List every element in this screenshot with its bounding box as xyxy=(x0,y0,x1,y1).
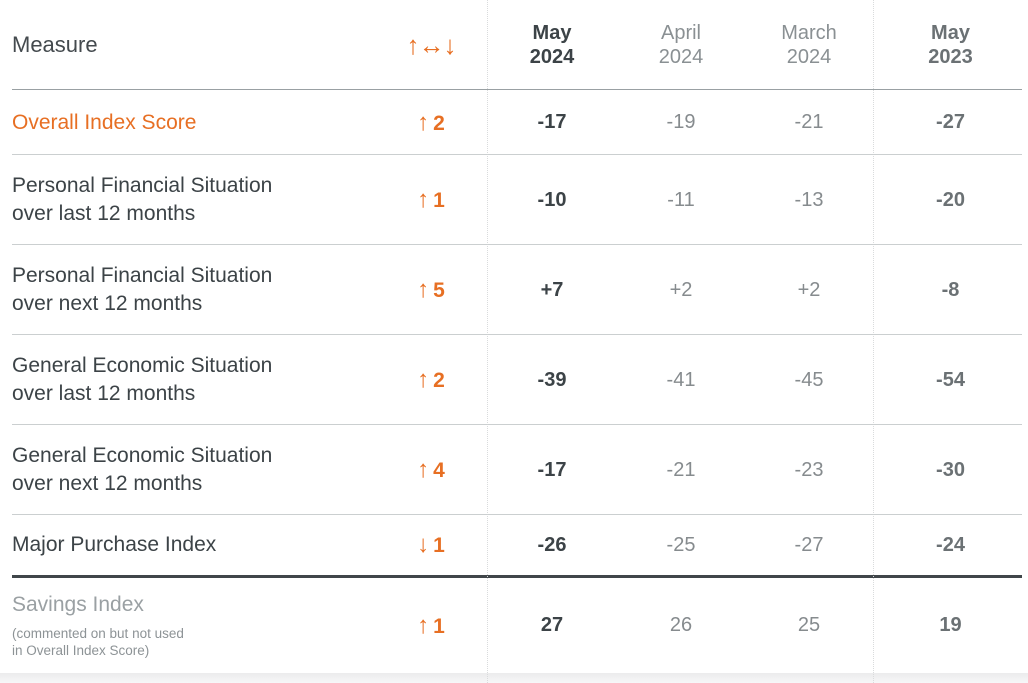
up-arrow-icon: ↑ xyxy=(417,276,430,303)
value-may-2023: -30 xyxy=(936,458,965,481)
value-march-2024: -21 xyxy=(794,111,824,133)
value-march-2024: -27 xyxy=(794,533,824,556)
column-header-may-2023: May 2023 xyxy=(928,21,973,68)
measure-note: (commented on but not used in Overall In… xyxy=(12,625,184,659)
bottom-strip xyxy=(0,673,1028,683)
measure-label: Personal Financial Situation over next 1… xyxy=(12,264,273,315)
measure-label: General Economic Situation over last 12 … xyxy=(12,354,273,405)
value-april-2024: -21 xyxy=(666,458,696,481)
change-indicator: ↑ 1 xyxy=(375,612,487,640)
change-indicator: ↑ 4 xyxy=(375,456,487,484)
value-april-2024: +2 xyxy=(669,278,693,301)
value-march-2024: -23 xyxy=(794,458,824,481)
change-indicator: ↓ 1 xyxy=(375,531,487,559)
change-value: 1 xyxy=(433,534,445,557)
down-arrow-icon: ↓ xyxy=(443,29,457,60)
value-may-2024: +7 xyxy=(540,278,564,301)
column-header-may-2024: May 2024 xyxy=(529,21,575,68)
value-march-2024: -13 xyxy=(794,188,824,211)
value-may-2024: -10 xyxy=(537,188,567,211)
column-header-april-2024: April 2024 xyxy=(658,21,704,68)
measure-label: General Economic Situation over next 12 … xyxy=(12,444,273,495)
column-divider xyxy=(873,0,874,683)
change-value: 4 xyxy=(433,459,445,482)
column-divider xyxy=(487,0,488,683)
value-april-2024: -25 xyxy=(666,533,696,556)
section-divider xyxy=(12,575,1022,578)
value-may-2023: -8 xyxy=(941,278,960,301)
up-arrow-icon: ↑ xyxy=(417,108,430,136)
value-may-2023: -20 xyxy=(936,188,965,211)
table-row-general-economic-last-12: General Economic Situation over last 12 … xyxy=(0,335,1028,425)
value-april-2024: -41 xyxy=(666,368,696,391)
horizontal-arrow-icon: ↔ xyxy=(418,29,445,60)
value-may-2024: -26 xyxy=(537,533,567,556)
up-arrow-icon: ↑ xyxy=(417,611,430,639)
measure-label: Savings Index xyxy=(12,593,144,617)
value-may-2024: -39 xyxy=(537,368,567,391)
change-indicator: ↑ 2 xyxy=(375,109,487,137)
table-row-general-economic-next-12: General Economic Situation over next 12 … xyxy=(0,425,1028,515)
value-may-2023: 19 xyxy=(939,614,962,636)
up-arrow-icon: ↑ xyxy=(406,29,420,60)
column-header-change: ↑↔↓ xyxy=(375,30,487,61)
value-march-2024: 25 xyxy=(797,614,821,636)
table-header-row: Measure ↑↔↓ May 2024 April 2024 March 20… xyxy=(0,0,1028,90)
up-arrow-icon: ↑ xyxy=(417,366,430,393)
change-indicator: ↑ 5 xyxy=(375,276,487,304)
up-arrow-icon: ↑ xyxy=(417,186,430,213)
change-value: 1 xyxy=(433,189,445,212)
measure-label: Overall Index Score xyxy=(12,110,197,134)
table-row-savings-index: Savings Index (commented on but not used… xyxy=(0,578,1028,673)
table-row-overall-index-score: Overall Index Score ↑ 2 -17 -19 -21 -27 xyxy=(0,90,1028,155)
table-row-major-purchase-index: Major Purchase Index ↓ 1 -26 -25 -27 -24 xyxy=(0,515,1028,575)
down-arrow-icon: ↓ xyxy=(417,531,430,558)
table-row-personal-financial-last-12: Personal Financial Situation over last 1… xyxy=(0,155,1028,245)
column-header-measure: Measure xyxy=(12,32,98,57)
value-may-2023: -27 xyxy=(936,111,965,133)
column-header-march-2024: March 2024 xyxy=(781,21,837,68)
change-indicator: ↑ 1 xyxy=(375,186,487,214)
measure-label: Major Purchase Index xyxy=(12,533,217,557)
table-row-personal-financial-next-12: Personal Financial Situation over next 1… xyxy=(0,245,1028,335)
value-march-2024: -45 xyxy=(794,368,824,391)
value-may-2024: -17 xyxy=(537,458,567,481)
measure-label: Personal Financial Situation over last 1… xyxy=(12,174,273,225)
change-value: 2 xyxy=(433,369,445,392)
value-may-2023: -24 xyxy=(936,533,965,556)
value-may-2024: 27 xyxy=(540,614,564,636)
value-may-2023: -54 xyxy=(936,368,965,391)
change-value: 1 xyxy=(433,614,445,638)
value-april-2024: -11 xyxy=(667,188,695,211)
value-march-2024: +2 xyxy=(797,278,821,301)
value-may-2024: -17 xyxy=(537,111,567,133)
up-arrow-icon: ↑ xyxy=(417,456,430,483)
value-april-2024: -19 xyxy=(666,111,696,133)
change-value: 2 xyxy=(433,111,445,135)
change-indicator: ↑ 2 xyxy=(375,366,487,394)
value-april-2024: 26 xyxy=(669,614,693,636)
change-value: 5 xyxy=(433,279,445,302)
